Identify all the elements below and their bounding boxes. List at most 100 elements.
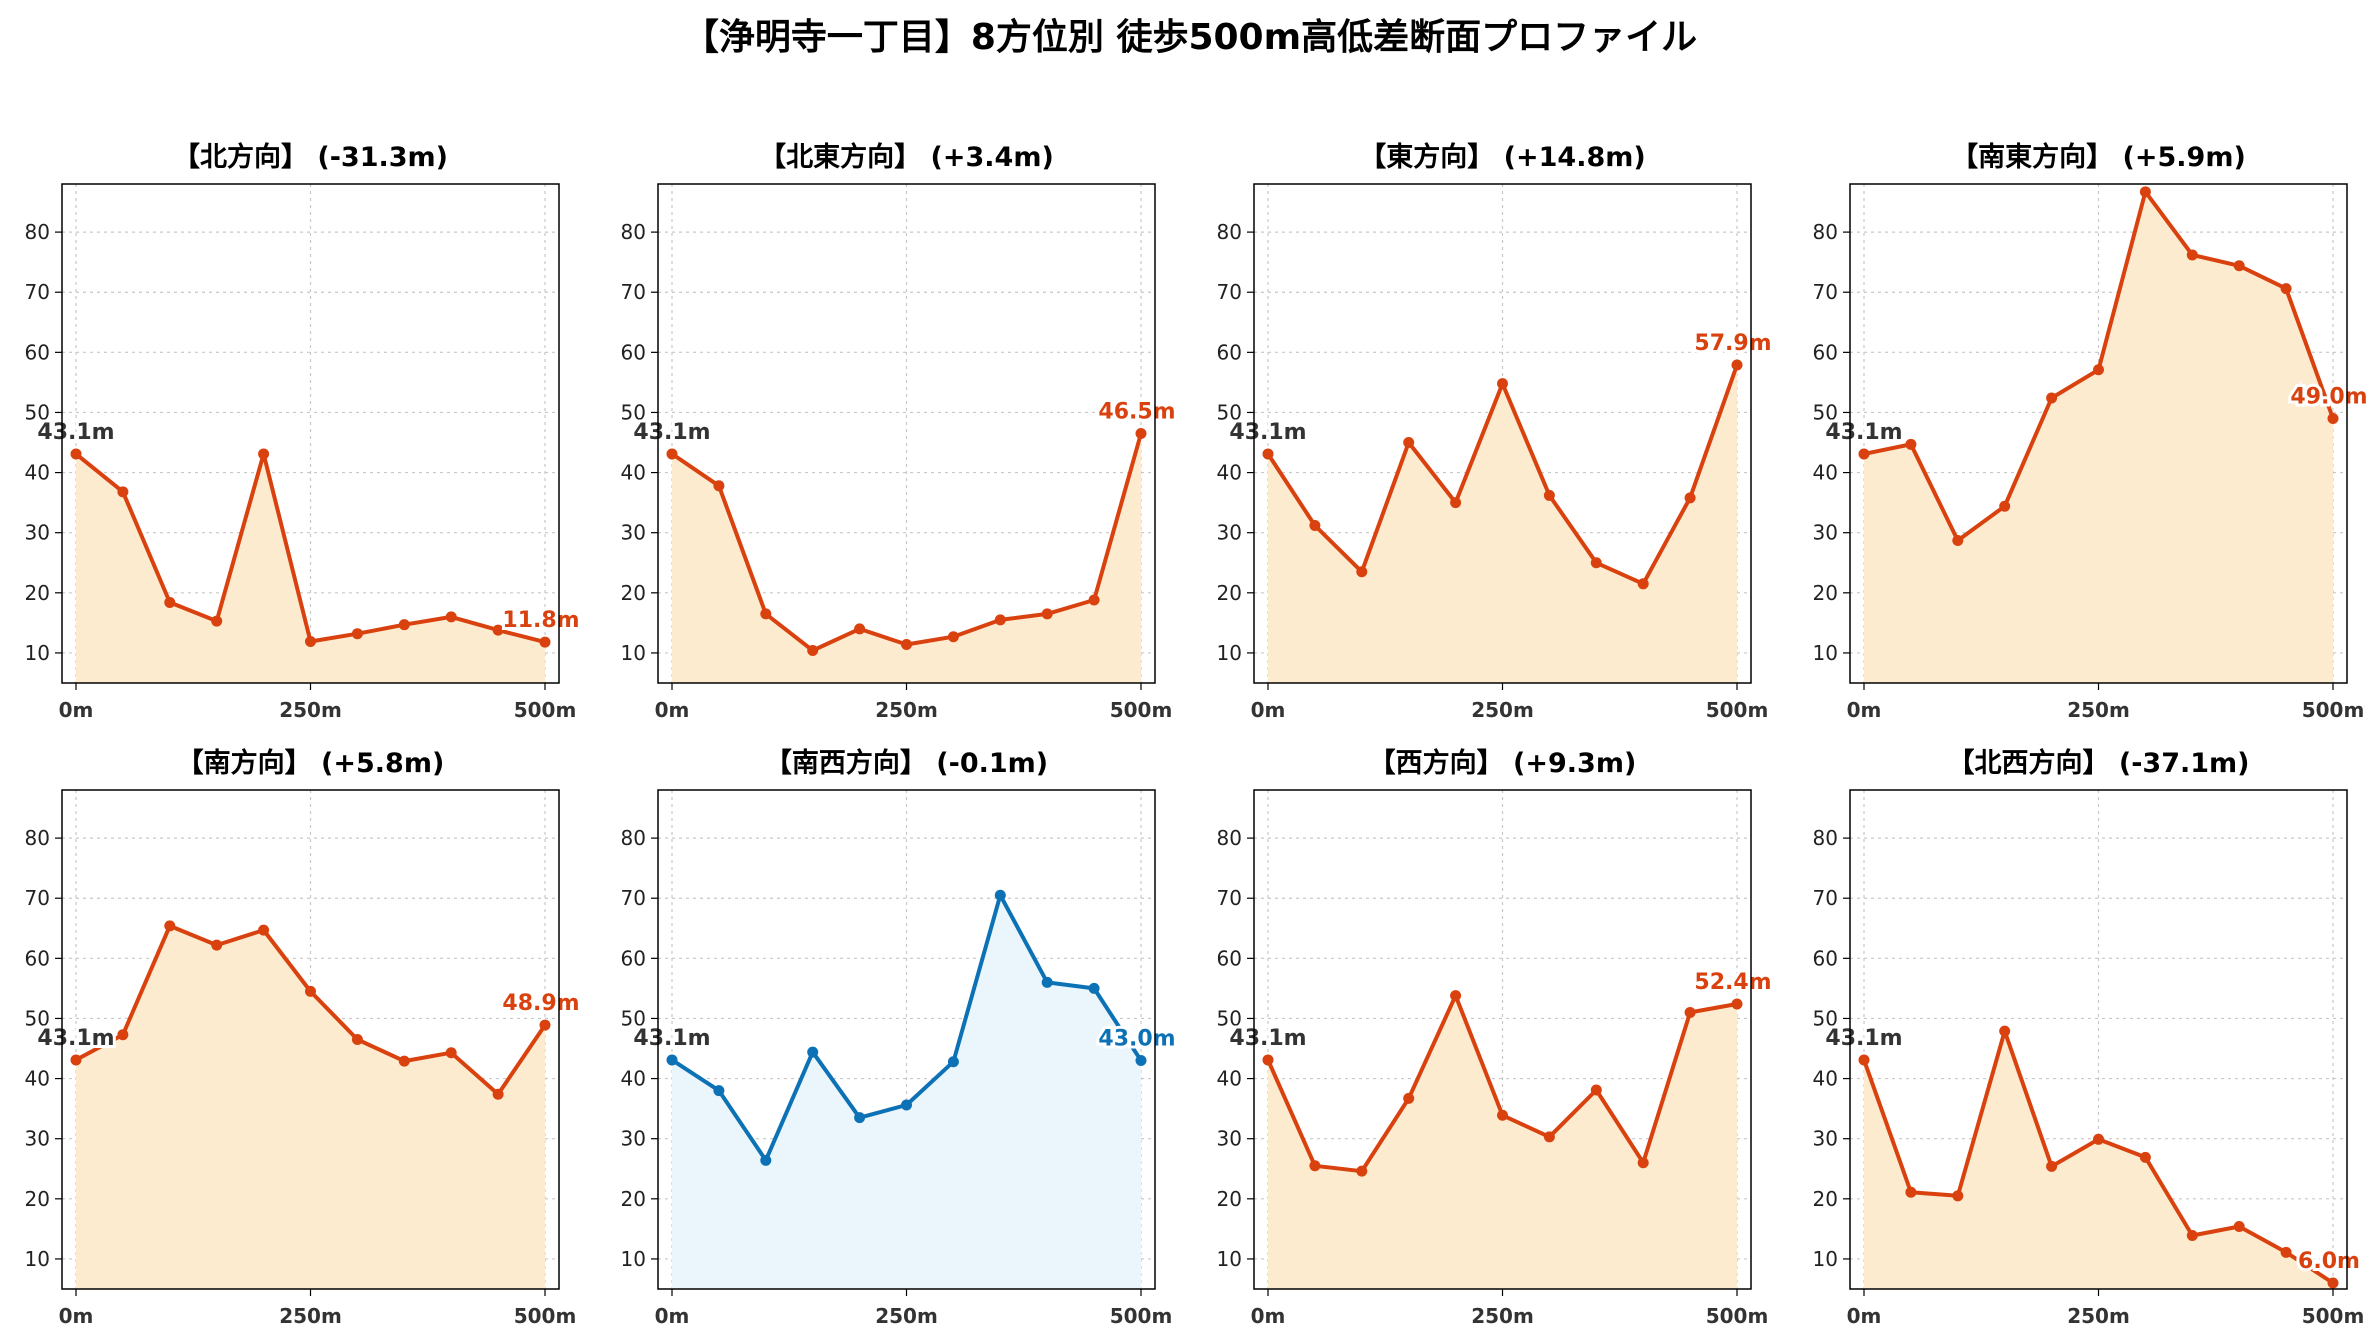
y-tick-label: 40 [25, 461, 50, 485]
y-tick-label: 60 [621, 946, 646, 970]
y-tick-label: 20 [1217, 1187, 1242, 1211]
panel-title: 【北東方向】 (+3.4m) [759, 141, 1054, 173]
y-tick-label: 80 [621, 220, 646, 244]
y-tick-label: 70 [25, 886, 50, 910]
y-tick-label: 30 [1217, 521, 1242, 545]
x-tick-label: 250m [875, 698, 938, 722]
y-tick-label: 30 [25, 521, 50, 545]
start-elevation-label: 43.1m [1229, 420, 1306, 445]
area-fill [1864, 1031, 2333, 1289]
data-point [2186, 1229, 2198, 1241]
plot-frame [1253, 183, 1752, 684]
y-tick-label: 10 [1813, 1247, 1838, 1271]
data-point [1684, 1006, 1696, 1018]
y-tick-label: 50 [621, 1006, 646, 1030]
y-tick-label: 40 [1813, 461, 1838, 485]
data-point [2280, 283, 2292, 295]
data-point [1905, 1186, 1917, 1198]
data-point [1450, 497, 1462, 509]
y-tick-label: 80 [1217, 220, 1242, 244]
data-point [1731, 998, 1743, 1010]
y-tick-label: 50 [25, 400, 50, 424]
data-point [398, 619, 410, 631]
data-point [1262, 448, 1274, 460]
data-point [117, 486, 129, 498]
panel-6: 【西方向】 (+9.3m) 10 20 30 40 50 60 70 80 0m 250m 500m 4… [1217, 747, 1775, 1328]
y-tick-label: 80 [1813, 220, 1838, 244]
data-point [351, 628, 363, 640]
x-tick-label: 0m [1251, 1304, 1286, 1328]
data-point [305, 636, 316, 648]
x-tick-label: 0m [59, 1304, 94, 1328]
y-tick-label: 60 [1813, 946, 1838, 970]
y-tick-label: 30 [621, 521, 646, 545]
data-point [1731, 359, 1743, 371]
plot-frame [1253, 789, 1752, 1290]
data-point [2327, 1277, 2339, 1289]
y-tick-label: 20 [25, 1187, 50, 1211]
data-point [2139, 186, 2151, 198]
data-point [2046, 392, 2058, 404]
data-point [2093, 1133, 2104, 1145]
y-tick-label: 50 [1217, 1006, 1242, 1030]
data-point [539, 636, 551, 648]
end-elevation-label: 46.5m [1098, 400, 1175, 425]
start-elevation-label: 43.1m [633, 420, 710, 445]
x-tick-label: 250m [1471, 698, 1534, 722]
data-point [2280, 1246, 2292, 1258]
y-tick-label: 80 [621, 826, 646, 850]
y-tick-label: 20 [25, 581, 50, 605]
y-tick-label: 80 [25, 220, 50, 244]
data-point [398, 1055, 410, 1067]
data-point [1497, 1109, 1508, 1121]
data-point [2327, 412, 2339, 424]
start-elevation-label: 43.1m [1825, 420, 1902, 445]
y-tick-label: 40 [621, 461, 646, 485]
y-tick-label: 10 [621, 641, 646, 665]
data-point [2233, 1220, 2245, 1232]
end-elevation-label: 6.0m [2298, 1249, 2360, 1274]
x-tick-label: 250m [875, 1304, 938, 1328]
data-point [445, 1047, 457, 1059]
x-tick-label: 250m [279, 1304, 342, 1328]
panel-title: 【北方向】 (-31.3m) [173, 141, 448, 173]
data-point [666, 1054, 678, 1066]
y-tick-label: 60 [1217, 946, 1242, 970]
data-point [854, 1112, 866, 1124]
y-tick-label: 20 [1217, 581, 1242, 605]
data-point [1952, 1190, 1964, 1202]
data-point [2093, 364, 2104, 376]
x-tick-label: 0m [655, 698, 690, 722]
data-point [1450, 990, 1462, 1002]
data-point [164, 596, 176, 608]
x-tick-label: 500m [514, 698, 577, 722]
data-point [1497, 378, 1508, 390]
end-elevation-label: 48.9m [502, 991, 579, 1016]
plot-frame [1849, 183, 2348, 684]
data-point [211, 615, 223, 627]
data-point [1088, 982, 1100, 994]
y-tick-label: 70 [1217, 886, 1242, 910]
y-tick-label: 80 [1813, 826, 1838, 850]
y-tick-label: 60 [1217, 340, 1242, 364]
x-tick-label: 250m [2067, 1304, 2130, 1328]
x-tick-label: 0m [655, 1304, 690, 1328]
data-point [492, 624, 504, 636]
data-point [1262, 1054, 1274, 1066]
y-tick-label: 50 [1813, 1006, 1838, 1030]
data-point [994, 889, 1006, 901]
y-tick-label: 30 [621, 1127, 646, 1151]
data-point [854, 623, 866, 635]
data-point [901, 639, 912, 651]
y-tick-label: 70 [621, 280, 646, 304]
panel-1: 【北東方向】 (+3.4m) 10 20 30 40 50 60 70 80 0m 250m 500m… [621, 141, 1179, 722]
start-elevation-label: 43.1m [633, 1026, 710, 1051]
panel-title: 【南方向】 (+5.8m) [177, 747, 445, 779]
y-tick-label: 20 [1813, 581, 1838, 605]
x-tick-label: 0m [59, 698, 94, 722]
y-tick-label: 50 [1813, 400, 1838, 424]
data-point [117, 1029, 129, 1041]
data-point [2046, 1160, 2058, 1172]
data-point [947, 1056, 959, 1068]
